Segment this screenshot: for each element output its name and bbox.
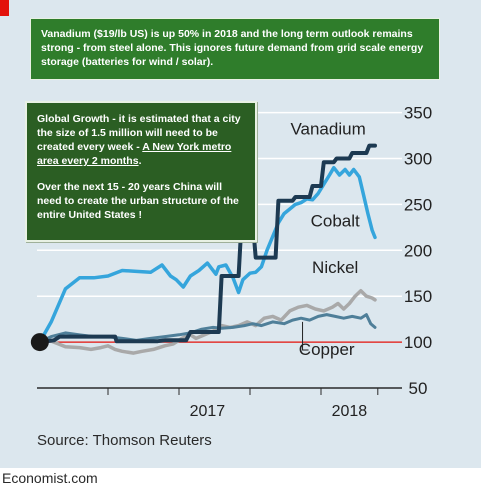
y-tick-label-200: 200 (404, 241, 432, 260)
series-line-vanadium (37, 143, 377, 345)
copper-leader-line (302, 321, 309, 351)
x-tick-label-2017: 2017 (190, 403, 226, 420)
annotation-growth-text: Global Growth - it is estimated that a c… (37, 112, 245, 168)
annotation-top-text: Vanadium ($19/lb US) is up 50% in 2018 a… (41, 28, 424, 68)
series-label-cobalt: Cobalt (311, 211, 360, 230)
y-tick-label-150: 150 (404, 287, 432, 306)
growth-text-end: . (138, 155, 142, 167)
new-york-link[interactable]: A New York metro area every 2 months (37, 141, 232, 167)
growth-text-start: Global Growth - it is estimated that a c… (37, 113, 241, 153)
y-tick-label-300: 300 (404, 149, 432, 168)
series-label-nickel: Nickel (312, 258, 358, 277)
series-line-cobalt (38, 165, 377, 344)
annotation-global-growth: Global Growth - it is estimated that a c… (25, 101, 257, 242)
y-tick-label-350: 350 (404, 104, 432, 123)
annotation-vanadium-outlook: Vanadium ($19/lb US) is up 50% in 2018 a… (30, 18, 440, 80)
start-point-dot (30, 333, 49, 352)
x-tick-label-2018: 2018 (332, 403, 368, 420)
economist-red-tab (0, 0, 9, 16)
line-chart: 50 100 150 200 250 300 350 2017 2018 Vanadium Coba… (30, 104, 432, 420)
economist-footer[interactable]: Economist.com (2, 470, 98, 486)
series-label-copper: Copper (299, 340, 355, 359)
chart-panel: 50 100 150 200 250 300 350 2017 2018 Vanadium Coba… (0, 0, 481, 468)
y-tick-label-250: 250 (404, 195, 432, 214)
y-tick-label-50: 50 (409, 379, 428, 398)
y-tick-label-100: 100 (404, 333, 432, 352)
series-label-vanadium: Vanadium (290, 120, 365, 139)
source-note: Source: Thomson Reuters (37, 432, 212, 449)
annotation-china-text: Over the next 15 - 20 years China will n… (37, 181, 239, 221)
